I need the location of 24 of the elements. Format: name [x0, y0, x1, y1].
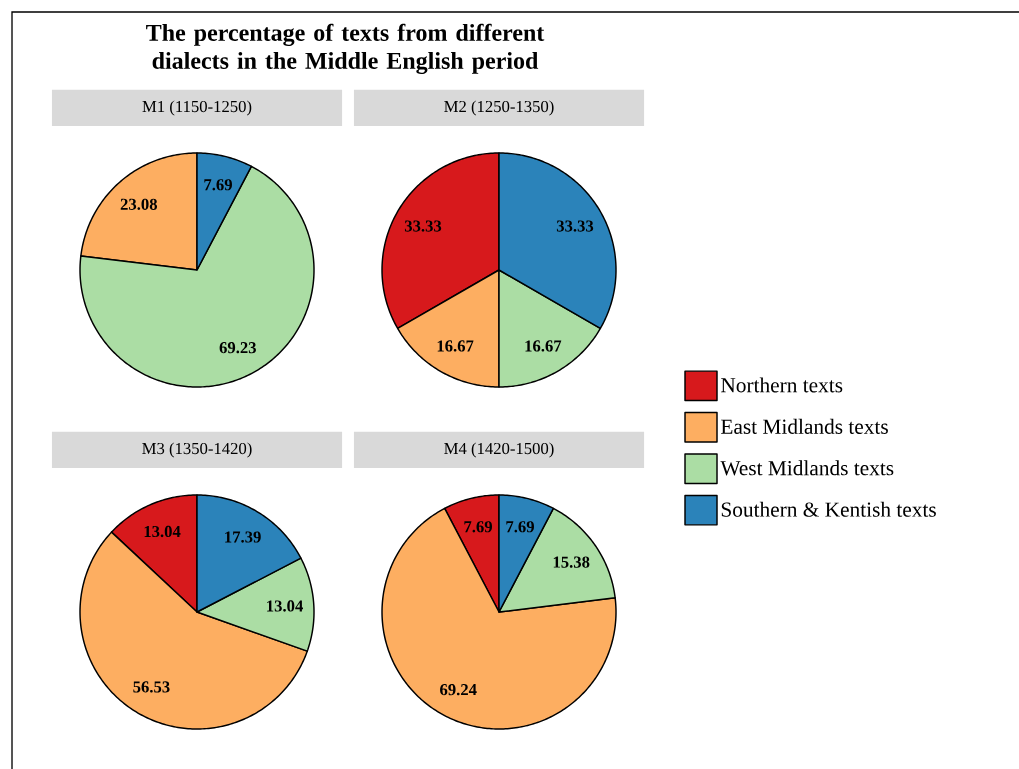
data-label: 23.08 [120, 198, 158, 210]
data-label: 16.67 [525, 340, 562, 352]
data-label: 13.04 [267, 600, 303, 612]
data-label: 13.04 [144, 525, 181, 538]
legend-label: East Midlands texts [721, 418, 888, 434]
data-label: 17.39 [225, 531, 261, 543]
legend-label: Southern & Kentish texts [721, 501, 936, 517]
legend-label: West Midlands texts [720, 460, 894, 476]
data-label: 33.33 [556, 220, 594, 232]
legend-label: Northern texts [721, 377, 843, 393]
chart-subtitle: M4 (1420-1500) [444, 442, 554, 458]
data-label: 69.23 [219, 342, 256, 354]
data-label: 7.69 [506, 521, 534, 533]
data-label: 16.67 [437, 340, 474, 352]
chart-subtitle: M2 (1250-1350) [444, 100, 554, 116]
chart-subtitle: M1 (1150-1250) [142, 100, 252, 116]
data-label: 7.69 [204, 179, 232, 191]
data-label: 69.24 [440, 684, 477, 696]
data-label: 56.53 [133, 681, 170, 693]
chart-subtitle: M3 (1350-1420) [142, 442, 252, 458]
data-label: 15.38 [553, 556, 590, 568]
chart-title: The percentage of texts from different dialects in the Middle English period [146, 23, 545, 74]
data-label: 33.33 [404, 220, 442, 232]
data-label: 7.69 [464, 521, 493, 533]
